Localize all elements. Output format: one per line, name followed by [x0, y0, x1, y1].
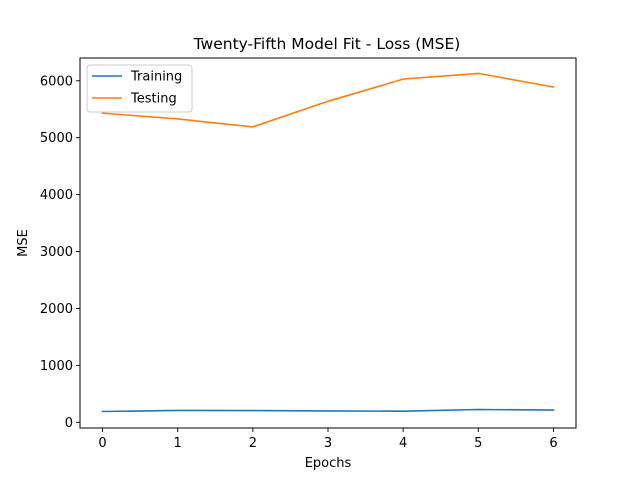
x-axis: 0 1 2 3 4 5 6 [98, 428, 558, 451]
y-axis: 0 1000 2000 3000 4000 5000 6000 [40, 74, 80, 431]
legend-label-testing: Testing [130, 92, 177, 107]
chart-title: Twenty-Fifth Model Fit - Loss (MSE) [193, 35, 461, 53]
x-tick-label: 4 [399, 436, 407, 451]
y-tick-label: 4000 [40, 188, 73, 203]
series-line-training [101, 408, 555, 413]
x-tick-label: 3 [324, 436, 332, 451]
y-tick-label: 6000 [40, 74, 73, 89]
y-tick-label: 3000 [40, 245, 73, 260]
y-tick-label: 1000 [40, 359, 73, 374]
x-axis-label: Epochs [305, 456, 352, 471]
x-tick-label: 2 [249, 436, 257, 451]
x-tick-label: 0 [98, 436, 106, 451]
x-tick-label: 6 [549, 436, 557, 451]
legend: Training Testing [86, 64, 193, 113]
x-tick-label: 5 [474, 436, 482, 451]
y-tick-label: 5000 [40, 131, 73, 146]
y-tick-label: 0 [65, 416, 73, 431]
series-layer [101, 72, 555, 413]
x-tick-label: 1 [174, 436, 182, 451]
series-line-testing [101, 72, 555, 128]
y-axis-label: MSE [16, 229, 31, 257]
plot-area [80, 58, 576, 428]
y-tick-label: 2000 [40, 302, 73, 317]
legend-label-training: Training [130, 70, 182, 85]
